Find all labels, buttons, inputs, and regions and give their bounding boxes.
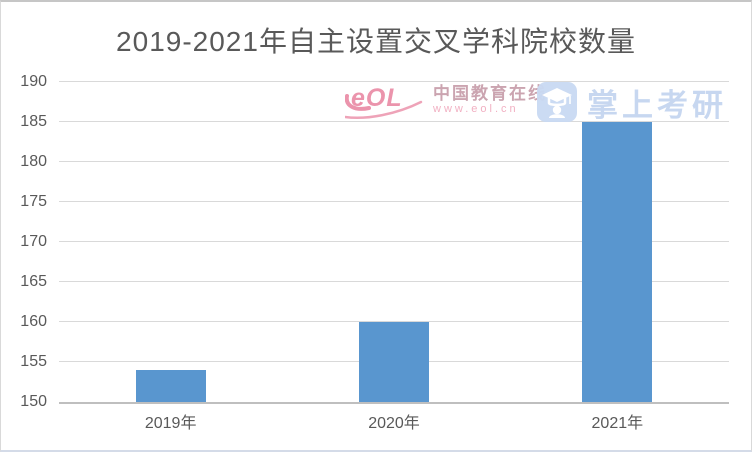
y-tick-label: 160 (20, 313, 47, 330)
y-tick-label: 170 (20, 233, 47, 250)
gridline (59, 321, 729, 322)
watermark-kaoyan: 掌上考研 (537, 81, 727, 123)
x-tick-label: 2021年 (591, 415, 644, 432)
eol-site-url: www.eol.cn (433, 103, 519, 115)
bar-2020年 (359, 322, 429, 402)
eol-text-block: 中国教育在线 www.eol.cn (433, 84, 547, 116)
y-tick-label: 165 (20, 273, 47, 290)
x-tick-label: 2020年 (368, 415, 420, 432)
gridline (59, 241, 729, 242)
y-axis: 150 155 160 165 170 175 180 185 190 (1, 73, 47, 410)
y-tick-label: 180 (20, 153, 47, 170)
y-tick-label: 150 (20, 393, 47, 410)
bar-2019年 (135, 370, 206, 402)
x-axis: 2019年 2020年 2021年 (59, 412, 729, 438)
gridline (59, 201, 729, 202)
eol-swoosh-icon (345, 94, 423, 119)
gridline (59, 121, 729, 122)
chart-title: 2019-2021年自主设置交叉学科院校数量 (116, 26, 636, 57)
y-tick-label: 175 (20, 193, 47, 210)
watermark-eol: eOL 中国教育在线 www.eol.cn (345, 84, 547, 122)
gridline (59, 161, 729, 162)
gridline (59, 81, 729, 82)
graduation-cap-icon (537, 82, 577, 122)
x-tick-label: 2019年 (144, 415, 197, 432)
bar-2021年 (582, 122, 653, 402)
kaoyan-watermark-text: 掌上考研 (587, 87, 727, 123)
y-tick-label: 190 (20, 73, 47, 90)
y-tick-label: 185 (20, 113, 47, 130)
y-tick-label: 155 (20, 353, 47, 370)
eol-logo-icon: eOL (345, 84, 423, 120)
plot-area (59, 81, 729, 404)
gridline (59, 281, 729, 282)
eol-site-name: 中国教育在线 (433, 84, 547, 103)
